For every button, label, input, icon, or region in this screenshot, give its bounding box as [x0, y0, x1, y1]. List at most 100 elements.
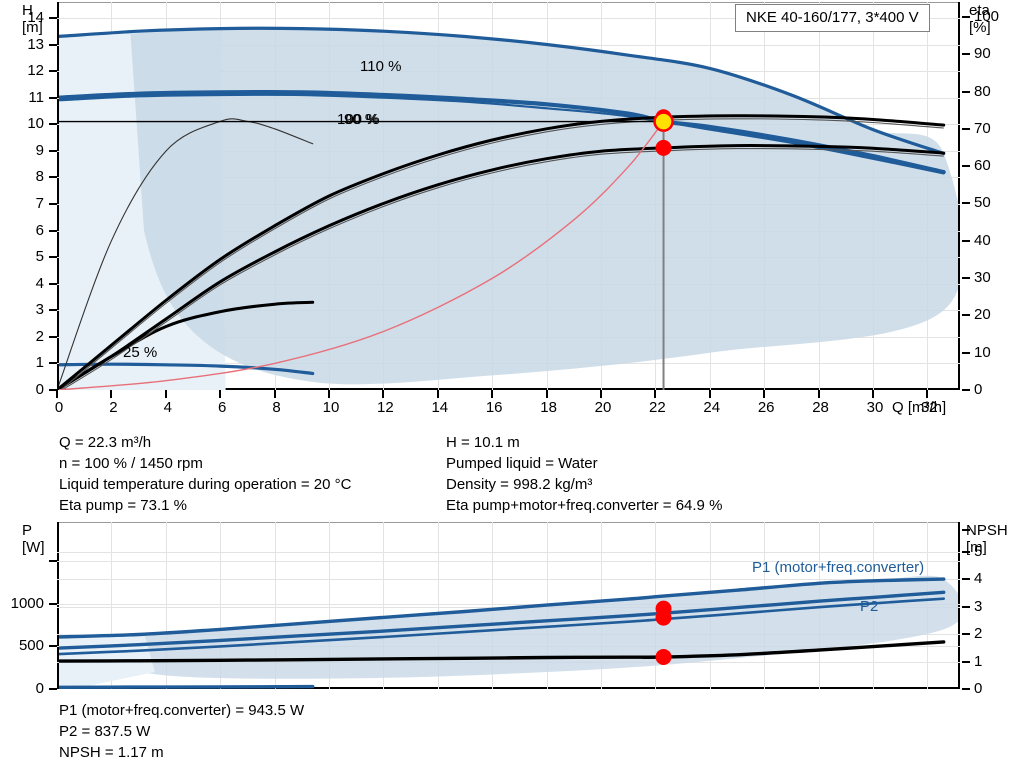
top-y-right-tick-label: 60	[974, 157, 991, 175]
bottom-y-left-tick-label: 1000	[10, 594, 44, 612]
bottom-gridline-v	[492, 522, 494, 689]
top-x-tick	[491, 390, 494, 398]
top-y-right-tick	[962, 53, 970, 56]
bottom-gridline-v	[274, 522, 276, 689]
top-x-tick-label: 32	[921, 399, 938, 416]
top-x-tick-label: 20	[594, 399, 612, 416]
top-plot-frame-bottom	[57, 388, 960, 390]
top-y-right-tick	[962, 277, 970, 280]
top-x-tick-label: 30	[866, 399, 884, 416]
top-plot-frame-top	[57, 2, 960, 3]
top-y-left-tick	[49, 282, 57, 285]
bottom-y-right-tick	[962, 660, 970, 663]
top-y-right-tick-label: 40	[974, 231, 991, 249]
top-x-tick	[926, 390, 929, 398]
bottom-y-right-tick-label: 2	[974, 625, 983, 643]
top-x-tick-label: 18	[540, 399, 557, 416]
top-y-left-tick-label: 6	[35, 221, 44, 239]
npsh-curve	[59, 640, 946, 663]
bottom-envelope	[59, 575, 958, 679]
top-x-tick-label: 24	[703, 399, 721, 416]
top-y-right-tick-label: 10	[974, 343, 991, 361]
top-y-right-tick	[962, 90, 970, 93]
top-y-left-tick-label: 3	[35, 301, 44, 319]
bottom-y-left-axis-title: P [W]	[22, 522, 45, 556]
bottom-y-right-tick-label: 0	[974, 680, 983, 697]
info-n: n = 100 % / 1450 rpm	[59, 455, 203, 472]
top-plot-frame-right	[958, 2, 960, 390]
control-curve	[59, 120, 665, 390]
top-y-right-tick-label: 80	[974, 82, 991, 100]
head-curve-90	[59, 93, 945, 175]
top-y-left-tick	[49, 123, 57, 126]
bottom-y-right-tick	[962, 551, 970, 554]
bottom-y-right-tick	[962, 633, 970, 636]
power-info: P1 (motor+freq.converter) = 943.5 W P2 =…	[59, 700, 304, 763]
top-x-tick	[273, 390, 276, 398]
top-y-right-tick-label: 70	[974, 119, 991, 137]
bottom-gridline-v	[220, 522, 222, 689]
info-liquid-temp: Liquid temperature during operation = 20…	[59, 476, 352, 493]
speed-label-25: 25 %	[123, 344, 158, 361]
head-curve-100	[59, 89, 946, 175]
bottom-y-right-tick	[962, 578, 970, 581]
duty-dot-npsh[interactable]	[655, 648, 672, 665]
top-y-left-tick-label: 0	[35, 381, 44, 398]
top-x-axis-title: Q [m³/h]	[892, 399, 947, 416]
duty-point-marker[interactable]	[653, 111, 674, 132]
top-y-left-tick-label: 5	[35, 248, 44, 266]
top-y-right-tick-label: 50	[974, 194, 991, 212]
top-y-left-tick-label: 14	[27, 8, 44, 26]
duty-dot-p2[interactable]	[655, 609, 672, 626]
top-y-left-tick-label: 12	[27, 62, 44, 80]
bottom-plot-frame-left	[57, 522, 59, 689]
top-x-tick-label: 0	[54, 399, 64, 416]
pump-model-label: NKE 40-160/177, 3*400 V	[735, 4, 930, 32]
top-y-right-tick	[962, 389, 970, 391]
top-x-tick-label: 8	[272, 399, 281, 416]
top-y-right-tick	[962, 165, 970, 168]
bottom-y-left-tick-1500	[49, 560, 57, 563]
top-y-left-tick-label: 4	[35, 274, 44, 292]
duty-info-left: Q = 22.3 m³/h n = 100 % / 1450 rpm Liqui…	[59, 432, 351, 516]
info-eta-total: Eta pump+motor+freq.converter = 64.9 %	[446, 497, 723, 514]
info-eta-pump: Eta pump = 73.1 %	[59, 497, 187, 514]
top-y-left-tick-label: 2	[35, 327, 44, 345]
bottom-gridline-h2	[57, 552, 960, 554]
top-y-left-axis-title: H [m]	[22, 2, 43, 36]
top-y-right-tick-label: 100	[974, 7, 1000, 25]
top-x-tick-label: 16	[485, 399, 503, 416]
top-x-tick-label: 14	[431, 399, 449, 416]
top-y-left-tick	[49, 389, 57, 391]
bottom-y-right-tick-label: 3	[974, 597, 983, 615]
bottom-gridline-v	[328, 522, 330, 689]
top-gridline-h	[57, 17, 960, 19]
top-y-right-tick-label: 20	[974, 306, 991, 324]
top-y-left-tick	[49, 309, 57, 312]
bottom-y-left-tick-label: 500	[18, 637, 44, 655]
top-y-left-tick-label: 11	[28, 88, 44, 106]
top-x-tick	[436, 390, 439, 398]
eta-lowspeed-curve	[59, 300, 315, 390]
bottom-gridline-v	[165, 522, 167, 689]
p2-curve	[59, 590, 946, 650]
top-y-left-tick-label: 8	[35, 168, 44, 186]
top-y-right-tick	[962, 239, 970, 242]
bottom-y-right-tick-label: 1	[974, 652, 983, 670]
bottom-y-right-tick-extra	[962, 529, 970, 532]
bottom-y-left-tick	[49, 645, 57, 648]
eta-pump-curve	[59, 114, 946, 390]
top-y-left-tick	[49, 335, 57, 338]
top-x-tick	[708, 390, 711, 398]
speed-label-110: 110 %	[360, 58, 402, 75]
top-x-tick-label: 6	[218, 399, 227, 416]
top-x-tick	[219, 390, 222, 398]
duty-dot-eta-total[interactable]	[655, 139, 672, 156]
top-y-left-tick	[49, 202, 57, 205]
top-x-tick	[654, 390, 657, 398]
head-curve-25	[59, 362, 315, 376]
top-y-left-tick	[49, 16, 57, 19]
bottom-gridline-v	[383, 522, 385, 689]
top-x-tick	[763, 390, 766, 398]
